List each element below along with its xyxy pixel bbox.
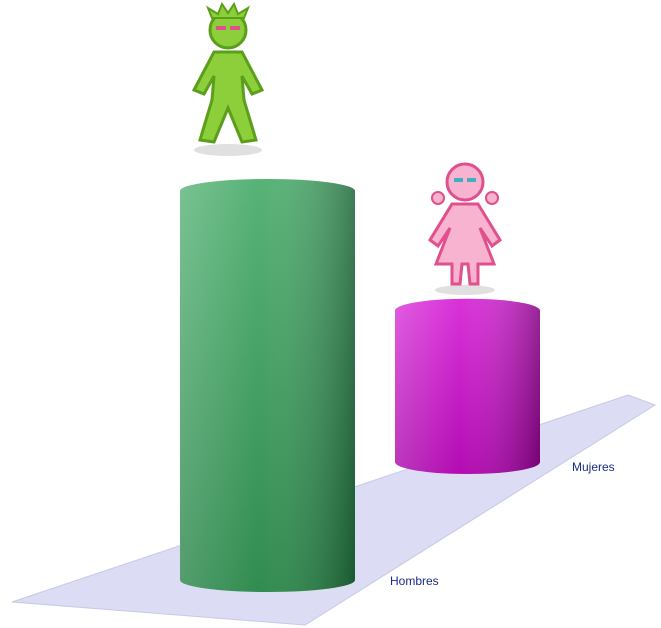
- bar-shading: [179, 179, 355, 592]
- category-label: Hombres: [390, 574, 439, 588]
- bar-shading: [395, 298, 540, 474]
- category-label: Mujeres: [572, 460, 615, 474]
- male-icon: [191, 1, 265, 156]
- female-icon: [428, 162, 502, 295]
